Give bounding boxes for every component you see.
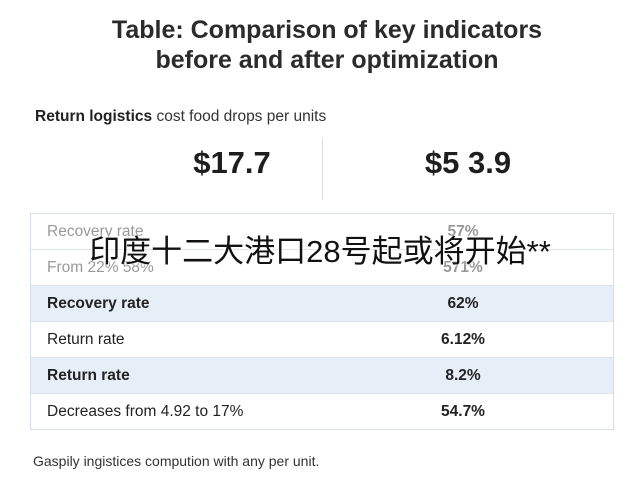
cell: Recovery rate (47, 222, 144, 240)
table-row: Recovery rate 57% (31, 214, 613, 249)
title-line: Table: Comparison of key indicators (111, 16, 543, 44)
summary-value: $5 3.9 (424, 145, 512, 180)
cell: From 22% 58% (47, 258, 154, 276)
cell: 54.7% (441, 402, 485, 420)
cell: 57% (447, 222, 479, 240)
divider (322, 138, 323, 200)
cell: Decreases from 4.92 to 17% (47, 402, 244, 420)
table-row: Recovery rate 62% (31, 285, 613, 321)
overlay-caption: 印度十二大港口28号起或将开始** (89, 234, 551, 269)
table-row: From 22% 58% 571% (31, 249, 613, 285)
cell: Recovery rate (47, 294, 150, 312)
footer: Gaspily ingistices compution with any pe… (33, 453, 320, 469)
cell: 6.12% (441, 330, 485, 348)
cell: Return rate (47, 366, 130, 384)
subtitle: Return logistics cost food drops per uni… (35, 108, 326, 126)
table: Recovery rate 57% From 22% 58% 571% Recove… (30, 213, 614, 430)
table-row: Return rate 6.12% (31, 321, 613, 357)
subtitle-bold: Return logistics (35, 108, 153, 125)
table-row: Decreases from 4.92 to 17% 54.7% (31, 393, 613, 429)
cell: 8.2% (445, 366, 481, 384)
cell: 571% (443, 258, 483, 276)
summary-value: $17.7 (193, 145, 271, 180)
cell: 62% (447, 294, 479, 312)
title-line: before and after optimization (155, 46, 499, 74)
subtitle-rest: cost food drops per units (156, 108, 327, 125)
table-row: Return rate 8.2% (31, 357, 613, 393)
cell: Return rate (47, 330, 125, 348)
